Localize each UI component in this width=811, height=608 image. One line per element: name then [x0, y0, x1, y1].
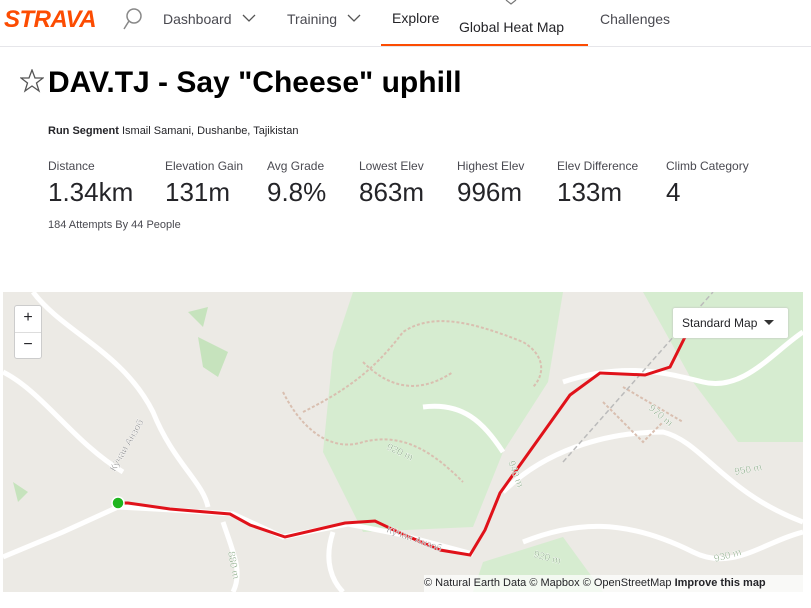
nav-global-heat-map[interactable]: Global Heat Map [459, 19, 565, 35]
attribution-item[interactable]: © Mapbox [529, 577, 580, 589]
attribution: © Natural Earth Data © Mapbox © OpenStre… [424, 575, 803, 592]
stat-value: 1.34km [48, 177, 134, 207]
stat-label: Climb Category [666, 159, 749, 173]
route-start [111, 496, 125, 510]
stat-label: Highest Elev [457, 159, 525, 173]
map-style: Standard Map [682, 316, 758, 330]
attribution-item[interactable]: © OpenStreetMap [582, 577, 672, 589]
segment-route [118, 336, 687, 557]
zoom-out[interactable]: − [23, 336, 33, 353]
map-style-dropdown[interactable]: Standard Map [673, 308, 788, 338]
segment-type: Run Segment [48, 125, 119, 137]
stat-value: 131m [165, 177, 231, 207]
dropdown-caret [764, 320, 774, 325]
stat-value: 9.8% [267, 177, 327, 207]
stat-label: Avg Grade [267, 159, 325, 173]
stat-value: 996m [457, 177, 523, 207]
logo[interactable]: STRAVA [4, 6, 97, 33]
chevron [505, 0, 517, 5]
chevron [242, 14, 256, 22]
navbar [0, 0, 811, 47]
search-icon[interactable] [122, 6, 144, 32]
zoom-in[interactable]: + [15, 306, 41, 333]
stat-label: Elevation Gain [165, 159, 244, 173]
attribution-item[interactable]: © Natural Earth Data [424, 577, 527, 589]
nav-dashboard[interactable]: Dashboard [163, 11, 232, 27]
nav-explore[interactable]: Explore [392, 10, 440, 26]
stat-value: 863m [359, 177, 425, 207]
segment-title: DAV.TJ - Say "Cheese" uphill [48, 66, 462, 99]
trails [282, 320, 684, 483]
map-label: 880 m [225, 551, 241, 580]
attempts: 184 Attempts By 44 People [48, 219, 181, 231]
segment-location: Ismail Samani, Dushanbe, Tajikistan [121, 125, 299, 137]
stat-value: 4 [666, 177, 681, 207]
improve-map-link[interactable]: Improve this map [674, 577, 766, 589]
stat-label: Lowest Elev [359, 159, 424, 173]
stat-label: Distance [48, 159, 95, 173]
star-button[interactable] [20, 69, 44, 93]
nav-challenges[interactable]: Challenges [600, 11, 671, 27]
park [323, 292, 563, 532]
stat-label: Elev Difference [557, 159, 639, 173]
nav-training[interactable]: Training [287, 11, 338, 27]
chevron [347, 14, 361, 22]
map-label: 950 m [734, 462, 763, 478]
zoom-control: + − [14, 305, 42, 359]
active-underline [381, 44, 588, 46]
segment-subtitle: Run Segment Ismail Samani, Dushanbe, Taj… [48, 125, 298, 137]
stat-value: 133m [557, 177, 623, 207]
